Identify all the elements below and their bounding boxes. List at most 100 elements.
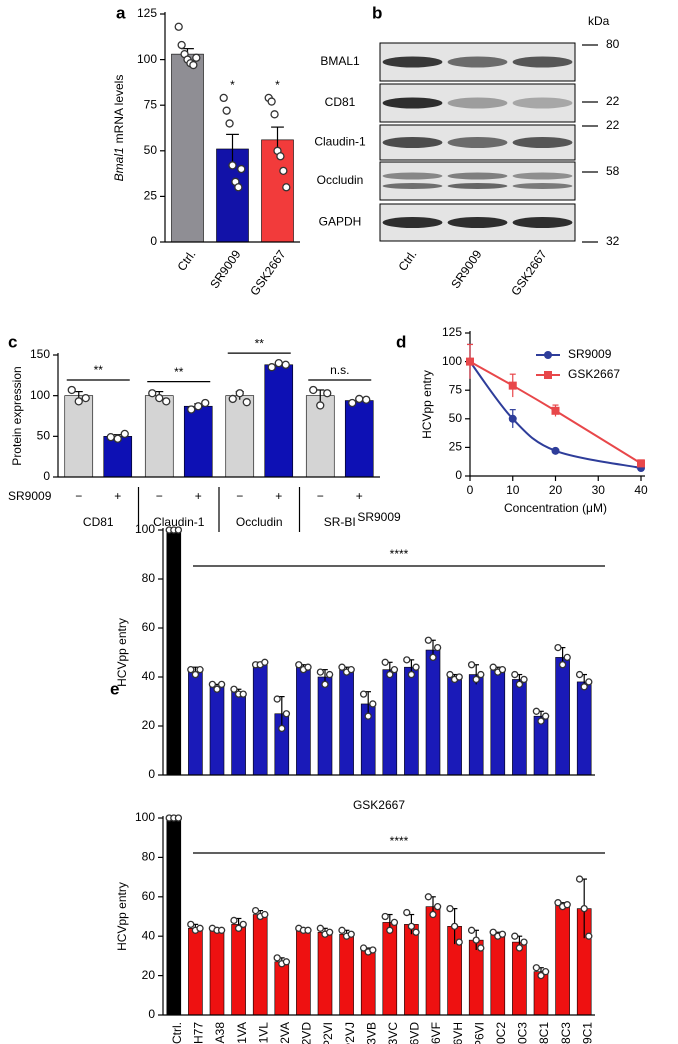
data-point [194,402,203,411]
data-point [472,936,480,944]
bar [344,400,374,478]
marker-label: 32 [606,234,620,248]
y-tick-label: 40 [142,669,156,683]
data-point [551,446,560,455]
significance: ** [174,365,184,379]
data-point [429,653,437,662]
data-point [433,643,442,652]
treatment-sign: − [236,489,243,503]
marker-label: 22 [606,118,620,132]
y-tick-label: 0 [43,469,50,483]
data-point [466,357,474,366]
data-point [228,161,237,170]
blot-panel [379,161,576,201]
bar [171,53,204,243]
data-point [316,401,325,410]
data-point [446,670,454,679]
bar [103,436,133,478]
data-point [511,932,519,940]
blot-band [512,137,573,148]
y-axis-label: Protein expression [10,366,24,465]
y-tick-label: 100 [135,810,155,824]
bar [188,928,203,1016]
treatment-sign: − [156,489,163,503]
x-tick-label: P6VH [451,1022,465,1044]
legend-marker [544,351,552,359]
significance: ** [255,336,265,350]
y-tick-label: 100 [30,388,50,402]
data-point [537,971,545,980]
bar [555,657,570,776]
x-tick-label: P2VI [321,1022,335,1044]
y-tick-label: 80 [142,850,156,864]
bar [166,817,182,1016]
data-point [162,397,171,406]
y-tick-label: 60 [142,620,156,634]
data-point [585,678,593,686]
treatment-sign: + [114,489,121,503]
significance: **** [390,834,409,848]
x-tick-label: P3VC [386,1022,400,1044]
chart-title: SR9009 [357,510,401,524]
y-tick-label: 75 [144,97,158,111]
y-tick-label: 20 [142,968,156,982]
lane-label: GSK2667 [508,247,550,298]
y-tick-label: 75 [449,382,463,396]
y-tick-label: 25 [144,189,158,203]
data-point [338,663,346,671]
data-point [81,393,90,403]
bar [512,941,527,1016]
data-point [407,670,416,679]
blot-band [447,172,508,180]
x-tick-label: 1A38 [213,1022,227,1044]
panel-letter: e [110,679,119,698]
significance: * [275,78,280,92]
x-tick-label: S18C1 [537,1022,551,1044]
bar [339,933,354,1016]
data-point [177,40,186,50]
legend-label: GSK2667 [568,367,620,381]
bar [404,666,419,776]
data-point [261,658,269,666]
data-point [433,903,442,911]
data-point [234,183,243,192]
data-point [267,363,276,372]
bar [468,674,484,776]
treatment-sign: + [275,489,282,503]
y-tick-label: 100 [135,522,155,536]
data-point [228,394,237,404]
lane-label: Ctrl. [395,248,419,274]
data-point [239,690,247,698]
row-label: CD81 [325,95,356,109]
data-point [450,922,459,930]
data-point [282,958,291,966]
bar [183,405,213,478]
data-point [477,670,485,679]
data-point [554,899,562,907]
data-point [295,661,303,669]
data-point [267,97,276,106]
data-point [217,926,226,934]
bar [225,395,255,478]
data-point [520,938,528,946]
bar [317,676,333,776]
data-point [338,926,346,934]
x-tick-label: P6VI [472,1022,486,1044]
y-tick-label: 25 [449,440,463,454]
x-tick-label: Ctrl. [170,1022,184,1044]
bar [209,929,225,1016]
data-point [270,110,279,119]
bar [555,904,570,1016]
data-point [242,398,251,407]
blot-band [512,56,573,68]
data-point [148,389,157,398]
x-axis-label: Concentration (μM) [504,501,607,515]
blot-band [512,172,573,180]
blot-band [382,172,443,180]
data-point [472,675,480,684]
data-point [192,53,201,62]
legend-marker [544,371,552,379]
data-point [498,666,507,674]
data-point [511,670,519,679]
y-tick-label: 50 [37,429,51,443]
